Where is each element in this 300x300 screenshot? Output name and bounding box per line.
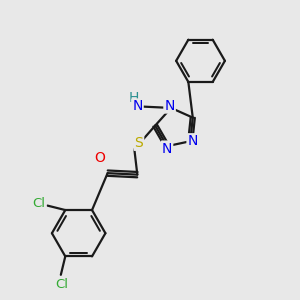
- Text: N: N: [188, 134, 198, 148]
- Text: N: N: [162, 142, 172, 155]
- Text: N: N: [164, 99, 175, 112]
- Text: O: O: [94, 151, 105, 165]
- Text: S: S: [134, 136, 143, 150]
- Text: Cl: Cl: [55, 278, 68, 291]
- Text: Cl: Cl: [33, 197, 46, 210]
- Text: N: N: [132, 100, 143, 113]
- Text: H: H: [129, 91, 139, 105]
